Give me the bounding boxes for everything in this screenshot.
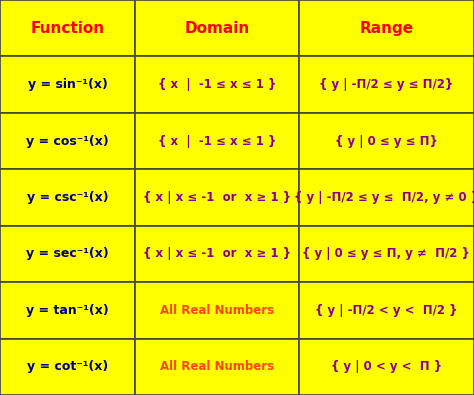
Bar (299, 226, 474, 282)
Bar (135, 226, 299, 282)
Text: { y | 0 ≤ y ≤ Π}: { y | 0 ≤ y ≤ Π} (335, 135, 438, 148)
Text: All Real Numbers: All Real Numbers (160, 360, 274, 373)
Bar (135, 169, 299, 226)
Text: y = csc⁻¹(x): y = csc⁻¹(x) (27, 191, 109, 204)
Text: y = cot⁻¹(x): y = cot⁻¹(x) (27, 360, 108, 373)
Bar (299, 169, 474, 226)
Text: { y | -Π/2 < y <  Π/2 }: { y | -Π/2 < y < Π/2 } (315, 304, 457, 317)
Text: { y | -Π/2 ≤ y ≤ Π/2}: { y | -Π/2 ≤ y ≤ Π/2} (319, 78, 454, 91)
Text: { x | x ≤ -1  or  x ≥ 1 }: { x | x ≤ -1 or x ≥ 1 } (143, 191, 291, 204)
Bar (0, 113, 135, 169)
Text: Function: Function (30, 21, 105, 36)
Text: Range: Range (359, 21, 413, 36)
Text: y = cos⁻¹(x): y = cos⁻¹(x) (26, 135, 109, 148)
Bar (0, 226, 135, 282)
Text: Domain: Domain (184, 21, 249, 36)
Bar (135, 56, 299, 113)
Text: { x  |  -1 ≤ x ≤ 1 }: { x | -1 ≤ x ≤ 1 } (158, 78, 276, 91)
Text: y = sin⁻¹(x): y = sin⁻¹(x) (27, 78, 108, 91)
Text: { y | -Π/2 ≤ y ≤  Π/2, y ≠ 0 }: { y | -Π/2 ≤ y ≤ Π/2, y ≠ 0 } (294, 191, 474, 204)
Bar (0, 339, 135, 395)
Text: { y | 0 ≤ y ≤ Π, y ≠  Π/2 }: { y | 0 ≤ y ≤ Π, y ≠ Π/2 } (302, 247, 470, 260)
Bar (299, 0, 474, 56)
Bar (135, 339, 299, 395)
Text: { y | 0 < y <  Π }: { y | 0 < y < Π } (331, 360, 442, 373)
Bar (299, 339, 474, 395)
Bar (135, 282, 299, 339)
Text: y = tan⁻¹(x): y = tan⁻¹(x) (26, 304, 109, 317)
Text: y = sec⁻¹(x): y = sec⁻¹(x) (26, 247, 109, 260)
Bar (135, 0, 299, 56)
Bar (299, 113, 474, 169)
Bar (0, 169, 135, 226)
Text: { x  |  -1 ≤ x ≤ 1 }: { x | -1 ≤ x ≤ 1 } (158, 135, 276, 148)
Bar (299, 282, 474, 339)
Bar (0, 56, 135, 113)
Bar (299, 56, 474, 113)
Text: All Real Numbers: All Real Numbers (160, 304, 274, 317)
Bar (0, 282, 135, 339)
Bar (135, 113, 299, 169)
Bar (0, 0, 135, 56)
Text: { x | x ≤ -1  or  x ≥ 1 }: { x | x ≤ -1 or x ≥ 1 } (143, 247, 291, 260)
